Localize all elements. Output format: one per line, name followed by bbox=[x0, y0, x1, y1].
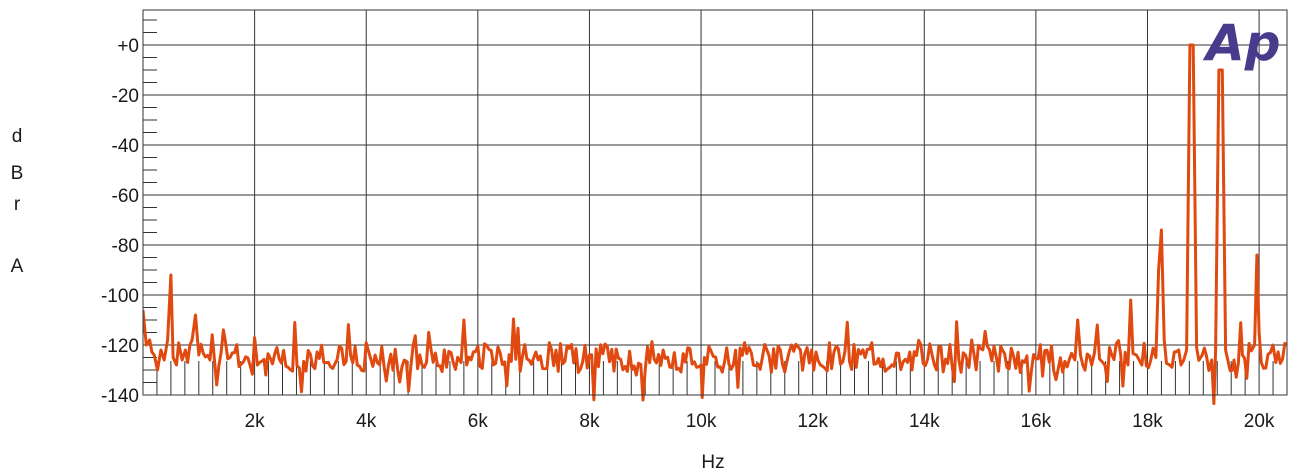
y-tick-label: -40 bbox=[112, 136, 139, 157]
y-tick-label: +0 bbox=[117, 36, 139, 57]
x-tick-label: 10k bbox=[686, 411, 717, 432]
x-tick-label: 6k bbox=[468, 411, 489, 432]
y-axis-title-letter: A bbox=[11, 256, 24, 277]
y-axis-tick-labels: +0 -20 -40 -60 -80 -100 -120 -140 bbox=[101, 36, 139, 407]
plot-frame bbox=[142, 9, 1288, 396]
x-tick-label: 20k bbox=[1244, 411, 1275, 432]
x-tick-label: 8k bbox=[579, 411, 600, 432]
y-tick-label: -100 bbox=[101, 286, 139, 307]
spectrum-series-line bbox=[143, 43, 1287, 406]
x-axis-tick-labels: 2k 4k 6k 8k 10k 12k 14k 16k 18k 20k bbox=[245, 411, 1275, 432]
y-axis-title-letter: B bbox=[11, 163, 24, 184]
series-layer bbox=[143, 43, 1287, 406]
x-tick-label: 14k bbox=[909, 411, 940, 432]
y-axis-title-letter: d bbox=[12, 126, 23, 147]
x-tick-label: 4k bbox=[356, 411, 377, 432]
x-tick-label: 12k bbox=[797, 411, 828, 432]
x-tick-label: 2k bbox=[245, 411, 266, 432]
y-tick-label: -120 bbox=[101, 336, 139, 357]
y-tick-label: -60 bbox=[112, 186, 139, 207]
y-axis-title-letter: r bbox=[14, 194, 21, 215]
x-tick-label: 18k bbox=[1132, 411, 1163, 432]
y-axis-title: dBr A bbox=[11, 126, 24, 277]
x-tick-label: 16k bbox=[1021, 411, 1052, 432]
ap-logo-text: Ap bbox=[1202, 14, 1281, 72]
y-tick-label: -20 bbox=[112, 86, 139, 107]
x-axis-title: Hz bbox=[701, 452, 724, 473]
y-tick-label: -80 bbox=[112, 236, 139, 257]
ap-logo: Ap bbox=[1202, 14, 1281, 72]
y-tick-label: -140 bbox=[101, 386, 139, 407]
minor-ticks bbox=[143, 19, 1274, 395]
